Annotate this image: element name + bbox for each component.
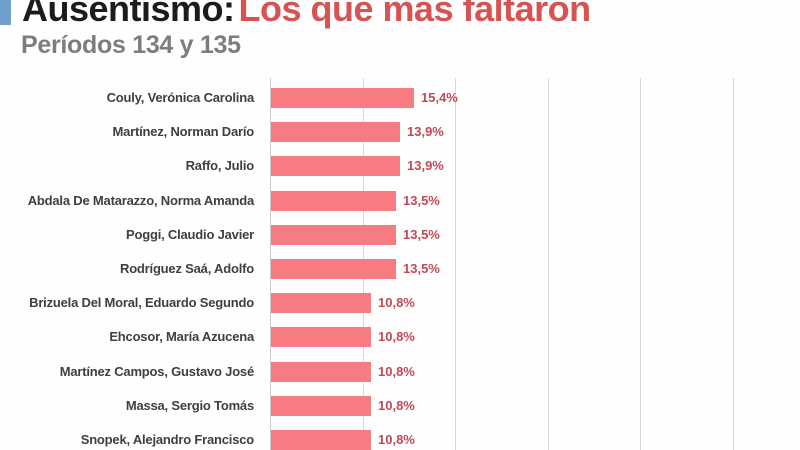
- bar-row: Raffo, Julio 13,9%: [0, 156, 800, 177]
- value-label: 10,8%: [378, 329, 415, 345]
- bar-row: Ehcosor, María Azucena 10,8%: [0, 327, 800, 348]
- bar: [271, 395, 371, 416]
- category-label: Abdala De Matarazzo, Norma Amanda: [27, 192, 254, 208]
- bar-row: Rodríguez Saá, Adolfo 13,5%: [0, 259, 800, 279]
- bar: [271, 88, 414, 108]
- value-label: 13,9%: [407, 158, 444, 174]
- value-label: 10,8%: [378, 397, 415, 413]
- category-label: Martínez Campos, Gustavo José: [59, 363, 255, 379]
- bar-row: Poggi, Claudio Javier 13,5%: [0, 224, 800, 245]
- category-label: Massa, Sergio Tomás: [125, 397, 254, 413]
- page-title: Ausentismo: Los que más faltaron: [22, 0, 591, 28]
- chart-subtitle: Períodos 134 y 135: [21, 31, 241, 59]
- bar: [271, 122, 400, 143]
- bar: [271, 224, 396, 245]
- gridline: [270, 78, 271, 450]
- bar: [271, 430, 371, 450]
- category-label: Raffo, Julio: [185, 158, 255, 174]
- gridline: [455, 78, 456, 450]
- category-label: Poggi, Claudio Javier: [126, 226, 254, 242]
- bar: [271, 190, 396, 211]
- value-label: 10,8%: [378, 363, 415, 379]
- gridline: [733, 78, 734, 450]
- bar: [271, 259, 396, 279]
- category-label: Ehcosor, María Azucena: [109, 329, 254, 345]
- bar: [271, 361, 371, 382]
- bar-row: Martínez Campos, Gustavo José 10,8%: [0, 361, 800, 382]
- category-label: Couly, Verónica Carolina: [106, 90, 255, 105]
- category-label: Brizuela Del Moral, Eduardo Segundo: [29, 295, 254, 311]
- category-label: Martínez, Norman Darío: [112, 124, 254, 140]
- value-label: 13,5%: [403, 226, 440, 242]
- chart-title-highlight: Los que más faltaron: [238, 0, 592, 29]
- bar-row: Martínez, Norman Darío 13,9%: [0, 122, 800, 143]
- bar-row: Brizuela Del Moral, Eduardo Segundo 10,8%: [0, 293, 800, 314]
- value-label: 13,5%: [403, 261, 440, 276]
- value-label: 13,5%: [403, 192, 440, 208]
- gridline: [548, 78, 549, 450]
- bar: [271, 156, 400, 177]
- value-label: 10,8%: [378, 295, 415, 311]
- bar: [271, 293, 371, 314]
- value-label: 13,9%: [407, 124, 444, 140]
- value-label: 15,4%: [421, 90, 458, 105]
- value-label: 10,8%: [378, 432, 415, 447]
- bar-row: Massa, Sergio Tomás 10,8%: [0, 395, 800, 416]
- bar-row: Abdala De Matarazzo, Norma Amanda 13,5%: [0, 190, 800, 211]
- bar-row: Snopek, Alejandro Francisco 10,8%: [0, 430, 800, 450]
- bar-chart: Couly, Verónica Carolina 15,4% Martínez, N…: [0, 78, 800, 450]
- gridline: [640, 78, 641, 450]
- chart-title-prefix: Ausentismo:: [22, 0, 235, 29]
- title-accent-bar: [0, 0, 11, 25]
- category-label: Snopek, Alejandro Francisco: [80, 432, 254, 447]
- category-label: Rodríguez Saá, Adolfo: [120, 261, 254, 276]
- bar: [271, 327, 371, 348]
- bar-row: Couly, Verónica Carolina 15,4%: [0, 88, 800, 108]
